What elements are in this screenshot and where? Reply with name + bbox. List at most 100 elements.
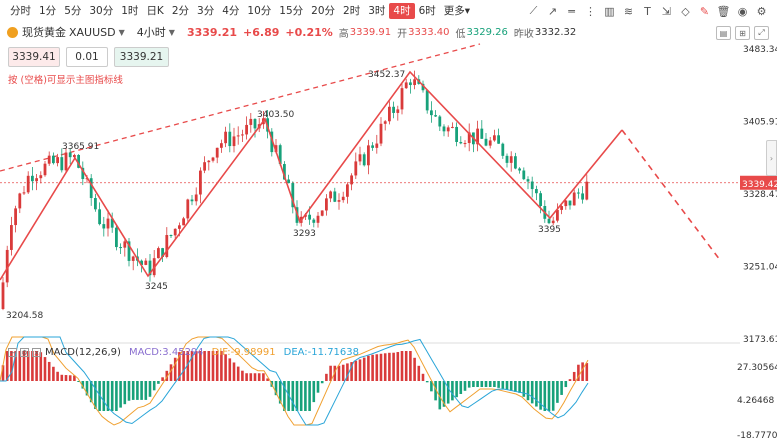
candle-body [320, 210, 324, 216]
low-value: 3329.26 [466, 26, 508, 38]
tab-14[interactable]: 4时 [389, 3, 415, 19]
edit-icon[interactable]: ✎ [699, 4, 710, 18]
channel-icon[interactable]: ▥ [604, 4, 615, 18]
fib-icon[interactable]: ≋ [623, 4, 634, 18]
candle-body [249, 118, 253, 125]
candle-body [148, 260, 152, 276]
tab-1[interactable]: 1分 [39, 5, 57, 17]
macd-bar [194, 351, 198, 381]
macd-bar [505, 381, 509, 390]
tab-7[interactable]: 3分 [197, 5, 215, 17]
tab-8[interactable]: 4分 [222, 5, 240, 17]
candle-body [64, 152, 68, 171]
macd-axis-label: 4.26468 [737, 396, 774, 406]
tab-0[interactable]: 分时 [10, 5, 31, 17]
close-icon[interactable]: × [32, 348, 41, 357]
candle-body [493, 135, 496, 141]
period-select[interactable]: 4小时 [136, 26, 166, 39]
candle-body [283, 164, 286, 180]
text-icon[interactable]: T [644, 4, 651, 18]
macd-bar [568, 379, 572, 381]
chevron-down-icon[interactable]: ▼ [168, 27, 175, 37]
macd-bar [249, 373, 253, 381]
macd-bar [577, 364, 580, 381]
chevron-down-icon[interactable]: ▼ [118, 27, 125, 37]
eye-icon[interactable]: ◉ [737, 4, 748, 18]
annotation-p3: 3403.50 [257, 110, 294, 120]
macd-bar [383, 353, 387, 381]
horizontal-line-icon[interactable]: ═ [568, 4, 575, 18]
candle-body [367, 145, 370, 166]
candle-body [203, 162, 206, 171]
ray-icon[interactable]: ↗ [547, 4, 558, 18]
macd-bar [438, 381, 442, 410]
candle-body [388, 106, 391, 122]
candle-body [354, 161, 358, 176]
tab-13[interactable]: 3时 [368, 5, 386, 17]
clear-icon[interactable]: ◇ [681, 4, 690, 18]
measure-icon[interactable]: ⇲ [661, 4, 672, 18]
candle-body [278, 145, 282, 165]
side-panel-toggle[interactable]: › [766, 140, 777, 176]
timeframe-list: 分时 1分 5分 30分 1时 日K 2分 3分 4分 10分 15分 20分 2时 3时 4时 6时 更多▾ [0, 0, 474, 22]
candle-body [144, 260, 148, 265]
tab-15[interactable]: 6时 [418, 5, 436, 17]
macd-bar [451, 381, 454, 401]
macd-bar [140, 381, 143, 400]
tab-2[interactable]: 5分 [64, 5, 82, 17]
candle-body [228, 131, 232, 147]
tab-5[interactable]: 日K [146, 5, 164, 17]
tab-10[interactable]: 15分 [279, 5, 304, 17]
tab-3[interactable]: 30分 [89, 5, 114, 17]
candle-body [551, 220, 555, 224]
candle-body [165, 235, 169, 257]
macd-bar [89, 381, 93, 403]
candle-body [539, 193, 542, 206]
buy-price-button[interactable]: 3339.21 [114, 47, 169, 67]
macd-bar [425, 381, 429, 383]
tab-9[interactable]: 10分 [247, 5, 272, 17]
delete-icon[interactable]: 🗑 [716, 4, 731, 18]
macd-bar [136, 381, 139, 400]
compare-icon[interactable]: ⊞ [735, 26, 750, 40]
tab-16[interactable]: 更多▾ [443, 5, 471, 17]
macd-bar [463, 381, 467, 391]
candle-body [199, 170, 202, 195]
macd-bar [119, 381, 122, 408]
macd-bar [556, 381, 559, 403]
symbol-bar: 现货黄金 XAUUSD ▼ 4小时 ▼ 3339.21 +6.89 +0.21%… [0, 22, 777, 42]
candle-body [556, 209, 559, 221]
quantity-input[interactable]: 0.01 [66, 47, 108, 67]
candle-body [375, 143, 379, 148]
symbol-code[interactable]: XAUUSD [69, 25, 116, 39]
settings-icon[interactable]: ⚙ [756, 4, 767, 18]
zigzag-line [0, 70, 623, 281]
macd-bar [215, 351, 219, 381]
indicator-hint: 按 (空格)可显示主图指标线 [8, 75, 123, 86]
tab-11[interactable]: 20分 [311, 5, 336, 17]
candle-body [501, 143, 505, 156]
macd-bar [228, 358, 232, 381]
macd-bar [581, 362, 584, 381]
fullscreen-icon[interactable]: ⤢ [754, 26, 769, 40]
prev-close-label: 昨收 [513, 28, 534, 40]
macd-bar [85, 381, 89, 396]
price-axis-label: 3405.91 [743, 117, 777, 127]
tab-12[interactable]: 2时 [343, 5, 361, 17]
candle-body [514, 156, 517, 169]
candle-body [547, 218, 551, 224]
tab-4[interactable]: 1时 [121, 5, 139, 17]
price-axis-label: 3251.04 [743, 263, 777, 273]
vertical-line-icon[interactable]: ⋮ [585, 4, 596, 18]
tab-6[interactable]: 2分 [171, 5, 190, 17]
macd-bar [266, 378, 269, 381]
symbol-name[interactable]: 现货黄金 [22, 26, 66, 39]
settings-icon[interactable]: ⚙ [20, 348, 29, 357]
candle-body [530, 181, 534, 190]
layout-icon[interactable]: ▤ [716, 26, 731, 40]
sell-price-button[interactable]: 3339.41 [8, 47, 60, 67]
candle-body [333, 191, 337, 202]
trend-line-icon[interactable]: ⟋ [529, 4, 538, 17]
collapse-icon[interactable]: − [8, 348, 17, 357]
